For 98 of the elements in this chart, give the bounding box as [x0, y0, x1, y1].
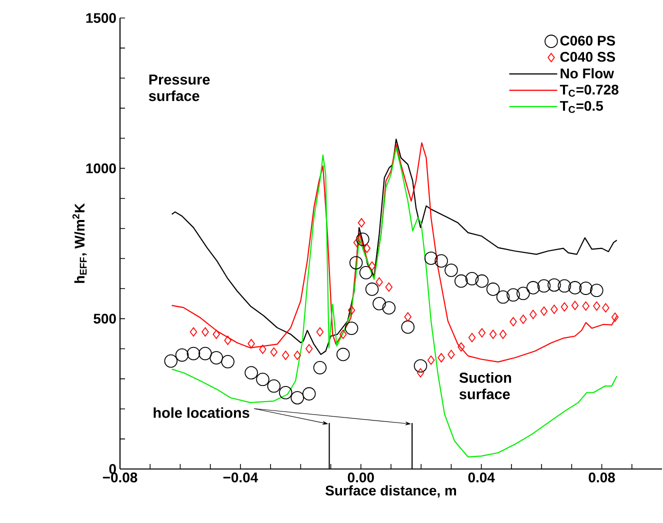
legend-label: No Flow: [560, 68, 614, 78]
point: [313, 361, 327, 374]
point: [465, 272, 479, 286]
point: [427, 356, 435, 365]
point: [294, 350, 301, 360]
x-tick-label: −0.08: [102, 472, 138, 482]
point: [444, 264, 458, 277]
point: [290, 391, 304, 404]
point: [385, 282, 392, 292]
point: [611, 312, 619, 322]
point: [267, 379, 281, 393]
x-tick-label: 0.00: [348, 472, 374, 482]
point: [526, 281, 540, 294]
point: [560, 302, 568, 312]
point: [458, 342, 465, 352]
point: [359, 266, 373, 280]
x-tick-label: 0.04: [468, 472, 495, 482]
point: [256, 372, 270, 386]
point: [548, 278, 561, 292]
point: [344, 322, 358, 335]
point: [506, 288, 520, 302]
point: [186, 346, 200, 360]
point: [530, 310, 537, 320]
point: [348, 306, 356, 315]
point: [571, 300, 579, 310]
point: [520, 314, 527, 324]
point: [590, 284, 604, 298]
legend-label: T$_{C}$=0.5: [560, 100, 603, 113]
point: [175, 348, 189, 362]
x-tick-label: −0.04: [223, 472, 258, 482]
point: [478, 328, 486, 338]
annotation: Pressure surface: [148, 74, 210, 102]
point: [210, 351, 224, 364]
annotation: Suction surface: [459, 372, 512, 400]
legend-label: T$_{C}$=0.728: [560, 84, 618, 97]
point: [358, 218, 366, 228]
point: [414, 359, 428, 373]
point: [376, 277, 383, 287]
annotation: hole locations: [154, 407, 250, 418]
y-tick-label: 500: [94, 314, 116, 324]
point: [434, 254, 448, 268]
point: [316, 327, 324, 337]
point: [282, 350, 290, 360]
y-tick-label: 1000: [86, 163, 116, 174]
point: [602, 303, 610, 312]
point: [516, 286, 530, 300]
point: [336, 348, 350, 362]
point: [349, 256, 363, 270]
point: [510, 317, 517, 326]
point: [401, 320, 415, 334]
point: [224, 336, 232, 345]
point: [164, 354, 178, 368]
point: [382, 301, 396, 314]
point: [221, 355, 234, 368]
point: [424, 252, 438, 265]
point: [302, 387, 316, 400]
point: [579, 282, 592, 295]
y-tick-label: 1500: [86, 13, 116, 23]
point: [278, 386, 292, 400]
legend-label: C060 PS: [560, 36, 616, 46]
point: [404, 312, 412, 322]
point: [356, 232, 370, 246]
point: [368, 261, 376, 271]
x-axis-title: Surface distance, m: [326, 485, 456, 498]
point: [486, 282, 500, 296]
point: [582, 301, 590, 311]
point: [558, 279, 572, 293]
point: [593, 301, 600, 311]
point: [475, 274, 489, 288]
point: [416, 368, 424, 378]
point: [198, 346, 212, 360]
point: [448, 350, 455, 360]
point: [202, 327, 209, 337]
point: [340, 330, 347, 339]
point: [244, 366, 258, 380]
point: [363, 244, 371, 253]
point: [306, 344, 313, 354]
point: [212, 330, 220, 339]
point: [365, 282, 379, 296]
point: [454, 274, 468, 288]
point: [496, 290, 510, 304]
point: [270, 347, 278, 357]
x-tick-label: 0.08: [588, 472, 615, 482]
point: [248, 338, 255, 348]
point: [372, 296, 386, 310]
point: [537, 279, 551, 293]
point: [190, 327, 198, 337]
point: [438, 353, 445, 362]
point: [259, 344, 266, 354]
point: [468, 332, 476, 342]
point: [540, 306, 548, 316]
point: [353, 238, 361, 248]
point: [499, 330, 507, 339]
legend-label: C040 SS: [560, 52, 616, 62]
point: [568, 281, 582, 294]
y-axis-title: h$_{EFF}$, W/m$^{2}$K: [72, 203, 87, 283]
point: [489, 330, 497, 339]
point: [550, 304, 558, 314]
